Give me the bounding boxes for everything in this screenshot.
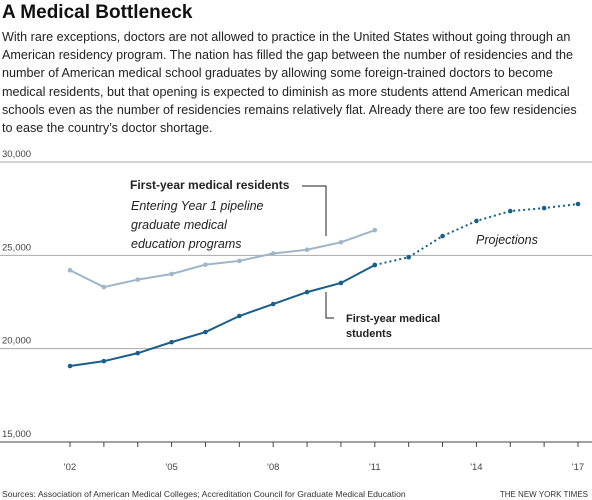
connector xyxy=(325,292,334,319)
x-tick-label: '05 xyxy=(165,462,177,473)
data-point xyxy=(507,208,513,214)
series-label: First-year medical residents xyxy=(130,178,290,192)
data-point xyxy=(474,218,479,224)
annotation: Entering Year 1 pipeline graduate medica… xyxy=(131,199,264,251)
data-point xyxy=(135,277,141,282)
x-tick-label: '08 xyxy=(267,462,279,473)
series-line xyxy=(69,264,376,368)
data-point xyxy=(575,201,581,207)
data-point xyxy=(135,350,141,356)
data-point xyxy=(203,329,208,335)
data-point xyxy=(270,301,276,307)
source: Sources: Association of American Medical… xyxy=(2,489,406,499)
series-label: Projections xyxy=(476,233,538,247)
x-tick-label: '17 xyxy=(572,462,584,473)
data-point xyxy=(67,363,73,369)
x-tick-label: '02 xyxy=(64,462,76,473)
data-point xyxy=(237,313,242,319)
data-point xyxy=(67,267,73,273)
data-point xyxy=(203,262,208,267)
data-point xyxy=(270,251,276,256)
data-point xyxy=(372,262,378,268)
data-point xyxy=(237,258,242,264)
series-label: First-year medical students xyxy=(346,313,441,340)
x-tick-label: '11 xyxy=(369,462,381,473)
data-point xyxy=(372,227,378,233)
x-tick-label: '14 xyxy=(470,462,482,473)
y-tick-label: 15,000 xyxy=(2,429,31,440)
data-point xyxy=(304,247,310,253)
series-line xyxy=(69,229,376,289)
data-point xyxy=(440,233,445,239)
connector xyxy=(302,185,327,236)
y-tick-label: 30,000 xyxy=(2,149,31,160)
data-point xyxy=(541,205,547,211)
data-point xyxy=(169,271,174,277)
credit: THE NEW YORK TIMES xyxy=(499,490,588,499)
y-tick-label: 25,000 xyxy=(2,242,31,253)
data-point xyxy=(338,280,344,286)
data-point xyxy=(169,339,174,345)
data-point xyxy=(101,358,107,364)
data-point xyxy=(101,284,107,290)
data-point xyxy=(304,289,310,295)
title: A Medical Bottleneck xyxy=(2,2,193,23)
description: With rare exceptions, doctors are not al… xyxy=(2,30,577,136)
data-point xyxy=(338,239,344,245)
y-tick-label: 20,000 xyxy=(2,336,31,347)
data-point xyxy=(406,254,411,260)
